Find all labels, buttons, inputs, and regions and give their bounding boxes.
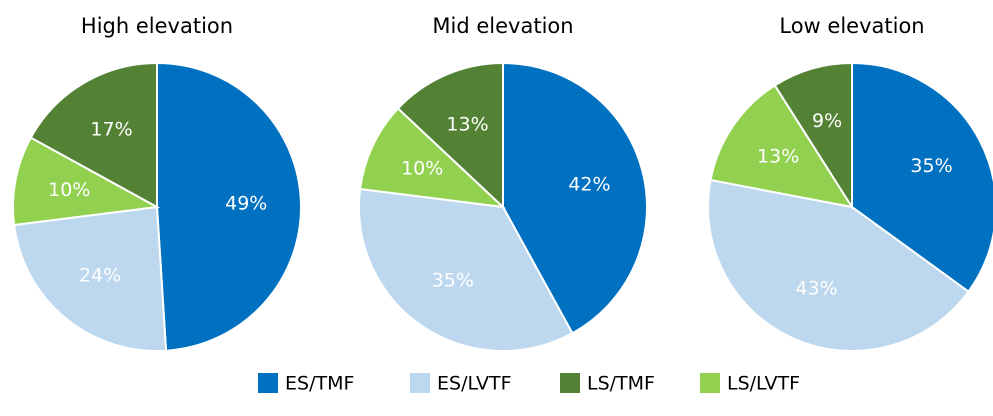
pie-slice bbox=[502, 61, 648, 335]
slice-label: 17% bbox=[90, 119, 132, 141]
pie-slice bbox=[709, 84, 855, 209]
pie-slice bbox=[156, 61, 303, 352]
legend-label: LS/TMF bbox=[587, 373, 655, 395]
pie-slice bbox=[29, 61, 158, 209]
slice-label: 13% bbox=[446, 114, 488, 136]
pie-slice bbox=[12, 136, 161, 227]
slice-label: 24% bbox=[79, 264, 121, 286]
slice-label: 43% bbox=[795, 277, 837, 299]
slice-label: 10% bbox=[48, 179, 90, 201]
slice-label: 9% bbox=[812, 110, 842, 132]
pie-slice bbox=[773, 61, 853, 211]
legend-swatch bbox=[258, 373, 278, 393]
legend-label: LS/LVTF bbox=[727, 373, 800, 395]
slice-label: 35% bbox=[910, 155, 952, 177]
pie-slice bbox=[707, 178, 970, 352]
slice-label: 10% bbox=[401, 157, 443, 179]
pie-slice bbox=[358, 187, 574, 352]
legend-label: ES/LVTF bbox=[437, 373, 512, 395]
legend-swatch bbox=[410, 373, 430, 393]
legend-label: ES/TMF bbox=[285, 373, 354, 395]
slice-label: 13% bbox=[757, 145, 799, 167]
chart-title: Mid elevation bbox=[432, 14, 573, 38]
pie-slice bbox=[396, 61, 504, 210]
pie-slice bbox=[359, 107, 506, 209]
slice-label: 49% bbox=[225, 193, 267, 215]
slice-label: 42% bbox=[568, 173, 610, 195]
pie-slice bbox=[851, 61, 993, 294]
chart-title: High elevation bbox=[81, 14, 233, 38]
slice-label: 35% bbox=[432, 269, 474, 291]
legend-swatch bbox=[560, 373, 580, 393]
chart-title: Low elevation bbox=[779, 14, 924, 38]
legend-swatch bbox=[700, 373, 720, 393]
pie-slice bbox=[13, 205, 168, 352]
